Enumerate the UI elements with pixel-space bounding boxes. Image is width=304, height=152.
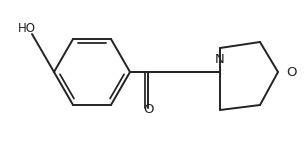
Text: HO: HO (18, 21, 36, 35)
Text: N: N (215, 53, 225, 66)
Text: O: O (286, 66, 296, 78)
Text: O: O (143, 103, 153, 116)
